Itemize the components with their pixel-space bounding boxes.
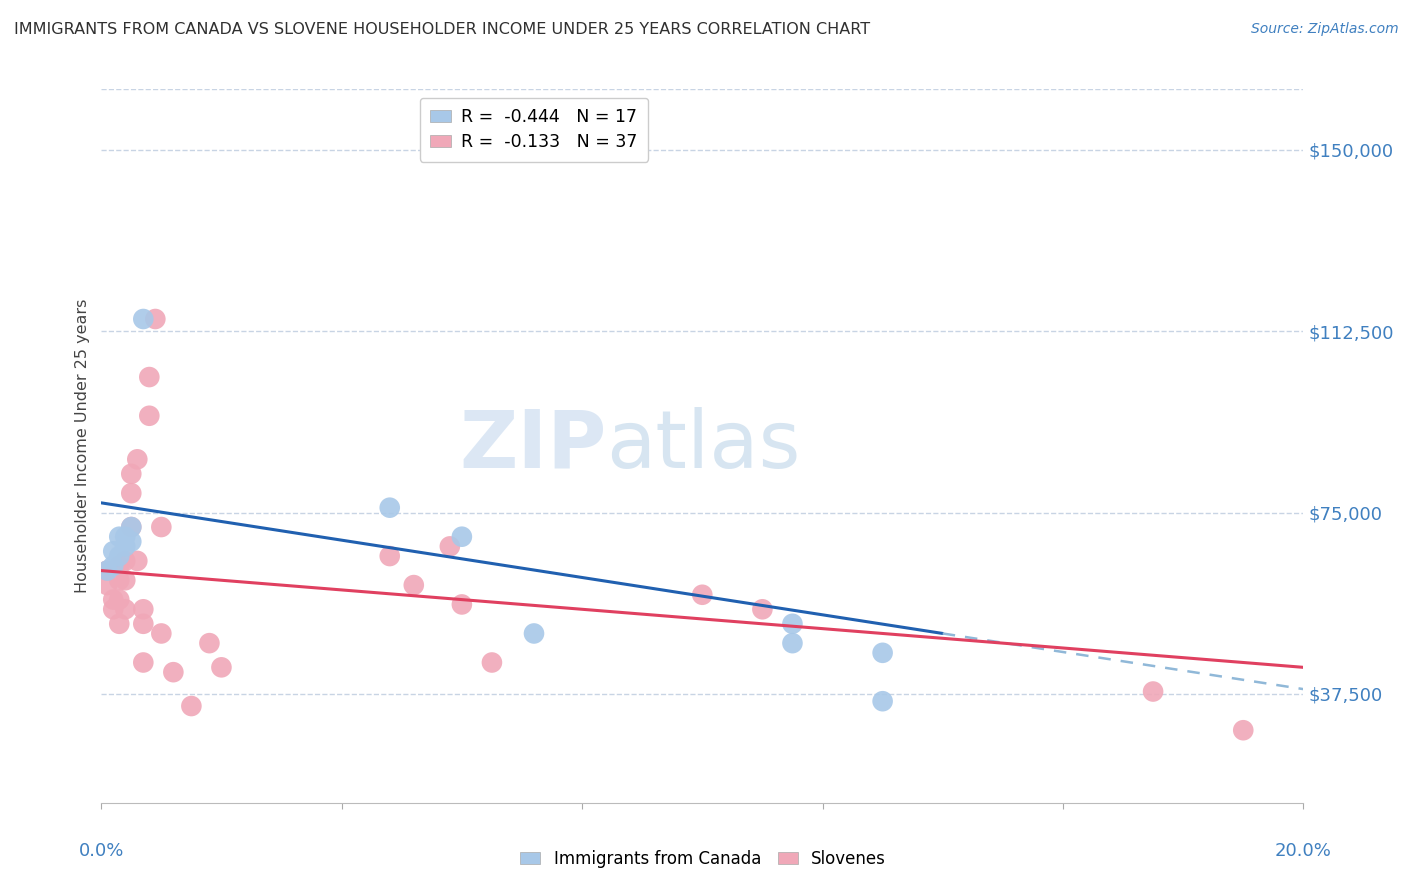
Point xyxy=(1142,684,1164,698)
Point xyxy=(96,578,118,592)
Point xyxy=(481,656,503,670)
Point xyxy=(114,574,136,588)
Point xyxy=(103,592,125,607)
Point xyxy=(108,558,131,573)
Text: 0.0%: 0.0% xyxy=(79,841,124,860)
Point xyxy=(782,616,804,631)
Point xyxy=(103,558,125,573)
Point xyxy=(402,578,425,592)
Point xyxy=(114,540,136,554)
Point xyxy=(138,409,160,423)
Point xyxy=(198,636,221,650)
Point xyxy=(108,549,131,563)
Point xyxy=(114,554,136,568)
Point xyxy=(138,370,160,384)
Point xyxy=(143,312,166,326)
Point xyxy=(132,312,155,326)
Point xyxy=(108,530,131,544)
Point xyxy=(782,636,804,650)
Text: 20.0%: 20.0% xyxy=(1275,841,1331,860)
Point xyxy=(96,564,118,578)
Point xyxy=(132,602,155,616)
Point xyxy=(872,694,894,708)
Point xyxy=(378,549,401,563)
Point xyxy=(114,602,136,616)
Point xyxy=(132,656,155,670)
Point xyxy=(751,602,773,616)
Point xyxy=(120,520,142,534)
Point xyxy=(180,699,202,714)
Point xyxy=(96,564,118,578)
Point xyxy=(150,520,173,534)
Legend: R =  -0.444   N = 17, R =  -0.133   N = 37: R = -0.444 N = 17, R = -0.133 N = 37 xyxy=(420,98,648,161)
Legend: Immigrants from Canada, Slovenes: Immigrants from Canada, Slovenes xyxy=(513,844,893,875)
Point xyxy=(108,592,131,607)
Point xyxy=(120,534,142,549)
Point xyxy=(439,540,461,554)
Point xyxy=(378,500,401,515)
Point xyxy=(211,660,233,674)
Point xyxy=(523,626,546,640)
Point xyxy=(1232,723,1254,738)
Text: IMMIGRANTS FROM CANADA VS SLOVENE HOUSEHOLDER INCOME UNDER 25 YEARS CORRELATION : IMMIGRANTS FROM CANADA VS SLOVENE HOUSEH… xyxy=(14,22,870,37)
Point xyxy=(451,598,474,612)
Point xyxy=(120,486,142,500)
Text: atlas: atlas xyxy=(606,407,800,485)
Text: Source: ZipAtlas.com: Source: ZipAtlas.com xyxy=(1251,22,1399,37)
Point xyxy=(120,520,142,534)
Point xyxy=(120,467,142,481)
Point xyxy=(150,626,173,640)
Point xyxy=(451,530,474,544)
Point xyxy=(692,588,714,602)
Point xyxy=(108,574,131,588)
Point xyxy=(127,452,149,467)
Point xyxy=(162,665,184,680)
Y-axis label: Householder Income Under 25 years: Householder Income Under 25 years xyxy=(75,299,90,593)
Point xyxy=(103,602,125,616)
Point xyxy=(103,544,125,558)
Point xyxy=(127,554,149,568)
Point xyxy=(872,646,894,660)
Point xyxy=(114,530,136,544)
Text: ZIP: ZIP xyxy=(458,407,606,485)
Point xyxy=(108,616,131,631)
Point xyxy=(132,616,155,631)
